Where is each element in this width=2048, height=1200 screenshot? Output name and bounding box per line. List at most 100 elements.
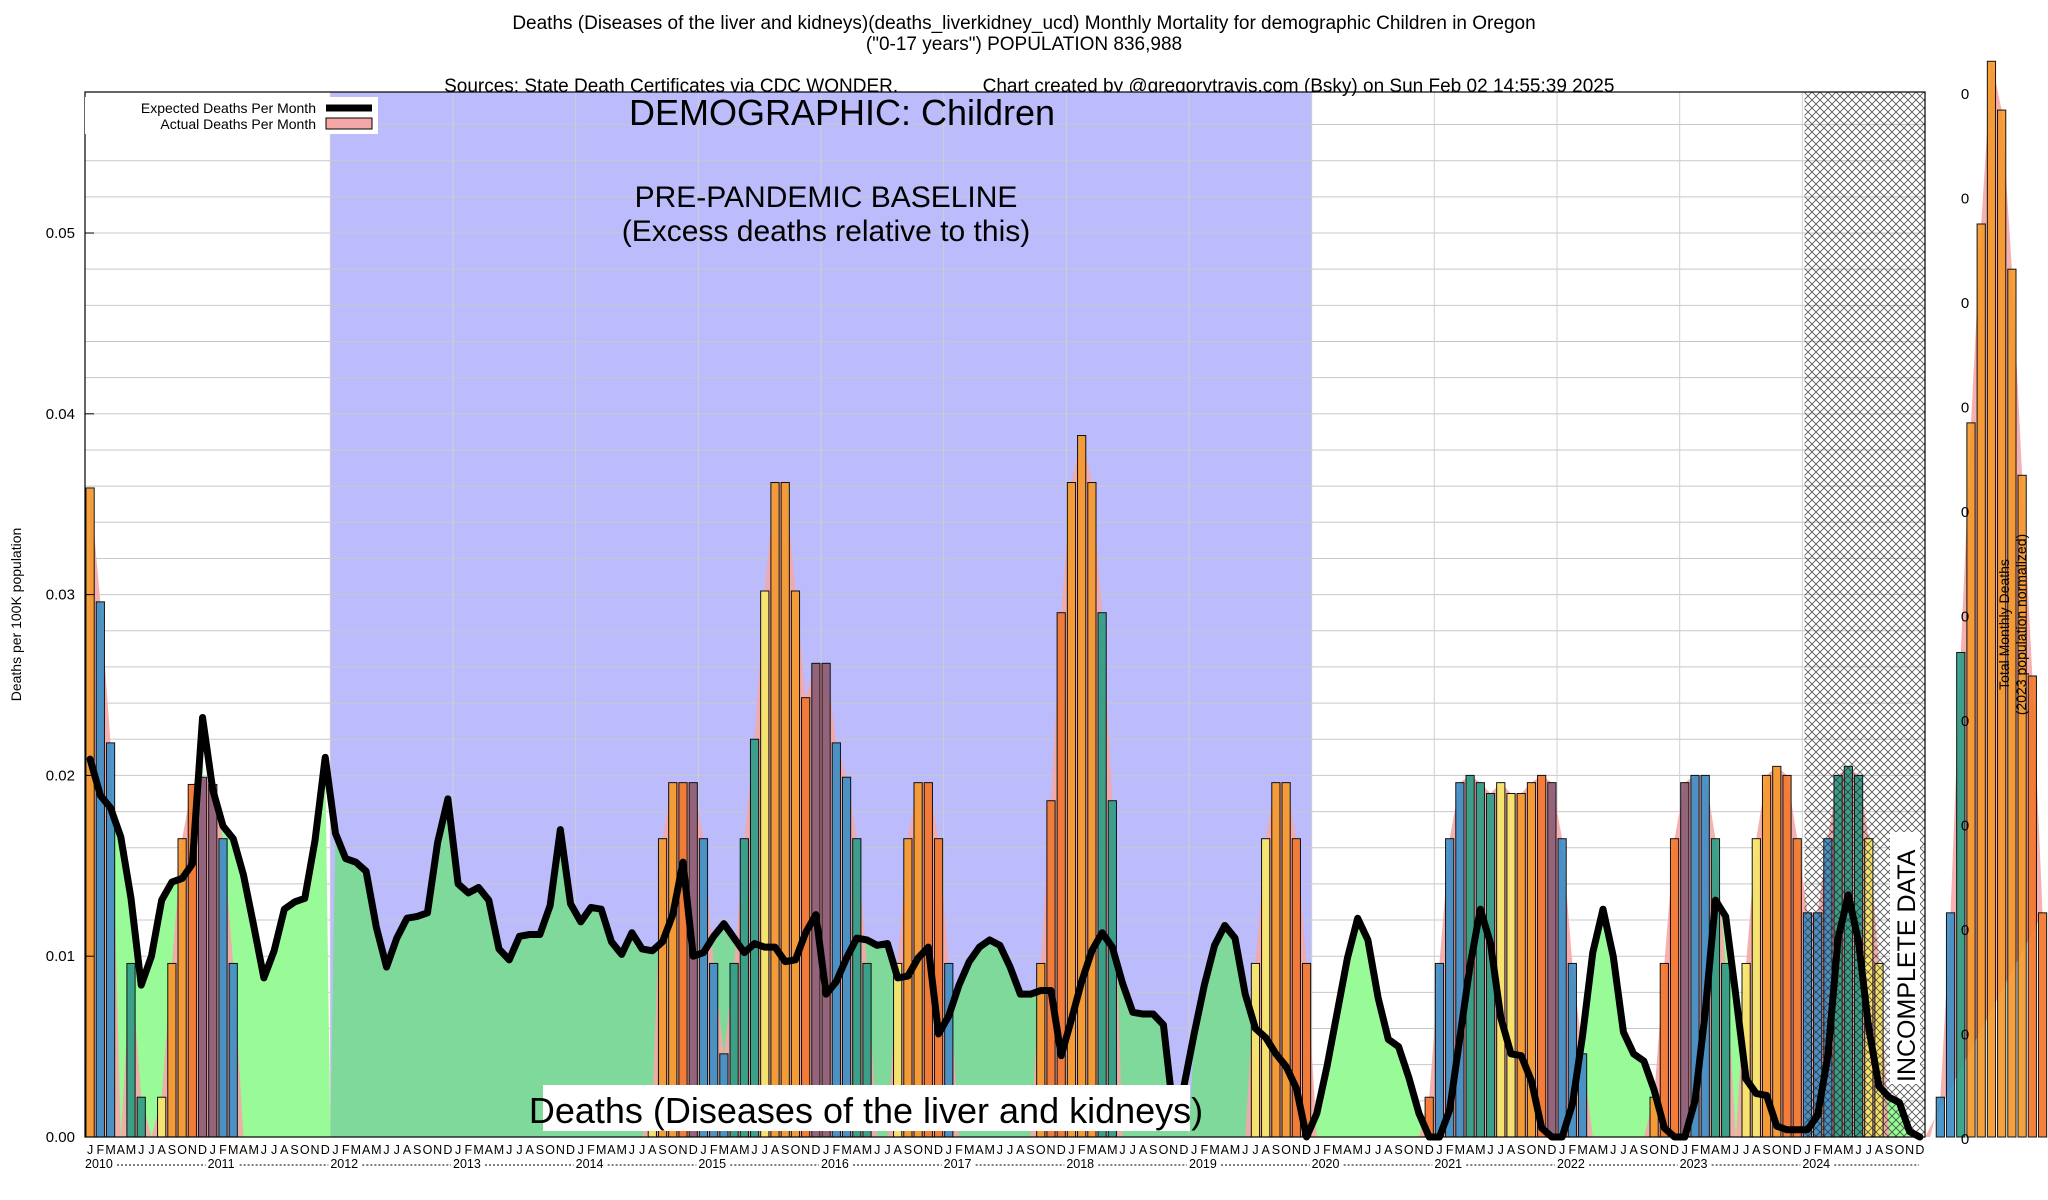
baseline-sublabel: (Excess deaths relative to this) bbox=[622, 215, 1031, 248]
x-month-label: A bbox=[1466, 1143, 1475, 1157]
x-month-label: A bbox=[1343, 1143, 1352, 1157]
x-month-label: S bbox=[1149, 1143, 1157, 1157]
x-month-label: J bbox=[751, 1143, 757, 1157]
axis-labels: 0.00 0.01 0.02 0.03 0.04 0.05 0 0 0 0 0 0 0 0 0 0 0 Death… bbox=[8, 86, 2029, 1148]
x-month-label: F bbox=[1201, 1143, 1209, 1157]
actual-deaths-bar bbox=[1782, 774, 1792, 1138]
x-month-label: M bbox=[1230, 1143, 1240, 1157]
actual-deaths-bars bbox=[85, 60, 2048, 1138]
x-month-label: M bbox=[1352, 1143, 1362, 1157]
x-month-label: F bbox=[710, 1143, 718, 1157]
x-month-label: A bbox=[1098, 1143, 1107, 1157]
actual-deaths-bar bbox=[1772, 765, 1782, 1138]
x-month-label: M bbox=[1087, 1143, 1097, 1157]
x-month-label: M bbox=[1455, 1143, 1465, 1157]
expected-deaths-line bbox=[86, 714, 1924, 1141]
actual-deaths-bar bbox=[1506, 792, 1516, 1138]
x-month-label: M bbox=[841, 1143, 851, 1157]
x-month-label: D bbox=[689, 1143, 698, 1157]
y-tick-label: 0.00 bbox=[46, 1129, 75, 1146]
x-year-label: 2023 bbox=[1680, 1157, 1708, 1171]
x-month-label: O bbox=[1895, 1143, 1905, 1157]
x-month-label: M bbox=[1475, 1143, 1485, 1157]
x-month-label: N bbox=[188, 1143, 197, 1157]
actual-deaths-bar bbox=[167, 962, 177, 1138]
x-month-label: D bbox=[321, 1143, 330, 1157]
x-month-label: J bbox=[1314, 1143, 1320, 1157]
x-month-label: S bbox=[168, 1143, 176, 1157]
legend-actual-label: Actual Deaths Per Month bbox=[160, 116, 316, 132]
x-month-label: A bbox=[1507, 1143, 1516, 1157]
actual-deaths-bar bbox=[1077, 435, 1087, 1138]
x-month-label: A bbox=[1261, 1143, 1270, 1157]
x-month-label: S bbox=[1272, 1143, 1280, 1157]
actual-deaths-bar bbox=[1250, 962, 1261, 1138]
x-month-label: M bbox=[984, 1143, 994, 1157]
x-month-label: A bbox=[239, 1143, 248, 1157]
x-month-label: A bbox=[1221, 1143, 1230, 1157]
x-month-label: M bbox=[1209, 1143, 1219, 1157]
y-tick-label: 0.02 bbox=[46, 767, 75, 784]
x-month-label: S bbox=[1026, 1143, 1034, 1157]
x-month-label: M bbox=[1577, 1143, 1587, 1157]
y2-axis-subtitle: (2023 population normalized) bbox=[2013, 534, 2029, 715]
actual-deaths-bar bbox=[1271, 782, 1281, 1138]
x-year-label: 2022 bbox=[1557, 1157, 1585, 1171]
actual-deaths-bar bbox=[780, 482, 790, 1138]
x-month-label: A bbox=[280, 1143, 289, 1157]
x-month-label: A bbox=[730, 1143, 739, 1157]
x-month-label: F bbox=[97, 1143, 105, 1157]
x-month-label: F bbox=[955, 1143, 963, 1157]
x-month-label: M bbox=[126, 1143, 136, 1157]
actual-deaths-bar bbox=[2007, 268, 2017, 1138]
x-month-label: J bbox=[1436, 1143, 1442, 1157]
x-month-label: N bbox=[1169, 1143, 1178, 1157]
x-month-label: A bbox=[1589, 1143, 1598, 1157]
y2-tick-label: 0 bbox=[1961, 86, 1969, 103]
x-month-label: J bbox=[629, 1143, 635, 1157]
x-month-label: F bbox=[1814, 1143, 1822, 1157]
incomplete-data-label-box: INCOMPLETE DATA bbox=[1890, 832, 1921, 1084]
x-month-label: M bbox=[1700, 1143, 1710, 1157]
x-month-label: F bbox=[1569, 1143, 1577, 1157]
x-month-label: J bbox=[997, 1143, 1003, 1157]
x-month-label: J bbox=[394, 1143, 400, 1157]
x-year-label: 2019 bbox=[1189, 1157, 1217, 1171]
x-month-label: D bbox=[1302, 1143, 1311, 1157]
x-year-label: 2024 bbox=[1802, 1157, 1830, 1171]
actual-deaths-bar bbox=[1710, 838, 1721, 1138]
x-month-label: S bbox=[1885, 1143, 1893, 1157]
x-year-label: 2016 bbox=[821, 1157, 849, 1171]
x-month-label: J bbox=[1375, 1143, 1381, 1157]
plot-border bbox=[84, 91, 1926, 1138]
x-month-label: A bbox=[157, 1143, 166, 1157]
x-month-label: M bbox=[1598, 1143, 1608, 1157]
actual-deaths-bar bbox=[1997, 109, 2007, 1138]
x-month-label: J bbox=[138, 1143, 144, 1157]
actual-deaths-bar bbox=[1537, 774, 1547, 1138]
x-month-label: S bbox=[658, 1143, 666, 1157]
bottom-label-bg bbox=[543, 1085, 1190, 1131]
y2-tick-label: 0 bbox=[1961, 1027, 1969, 1044]
actual-deaths-bar bbox=[218, 838, 228, 1138]
x-month-label: A bbox=[853, 1143, 862, 1157]
actual-deaths-bar bbox=[2027, 675, 2037, 1138]
actual-deaths-bar bbox=[1761, 774, 1772, 1138]
x-month-label: N bbox=[556, 1143, 565, 1157]
actual-deaths-bar bbox=[1516, 792, 1526, 1138]
y2-tick-label: 0 bbox=[1961, 400, 1969, 417]
x-month-label: M bbox=[248, 1143, 258, 1157]
x-month-label: J bbox=[1498, 1143, 1504, 1157]
x-month-label: O bbox=[1159, 1143, 1169, 1157]
x-month-label: M bbox=[494, 1143, 504, 1157]
x-month-label: M bbox=[228, 1143, 238, 1157]
actual-deaths-bar bbox=[2037, 912, 2048, 1138]
x-month-label: J bbox=[1487, 1143, 1493, 1157]
legend-actual-swatch bbox=[325, 117, 373, 130]
x-month-label: J bbox=[700, 1143, 706, 1157]
actual-deaths-bar bbox=[1547, 782, 1557, 1138]
x-month-label: A bbox=[117, 1143, 126, 1157]
x-year-label: 2014 bbox=[576, 1157, 604, 1171]
y2-tick-label: 0 bbox=[1961, 504, 1969, 521]
x-month-label: M bbox=[739, 1143, 749, 1157]
